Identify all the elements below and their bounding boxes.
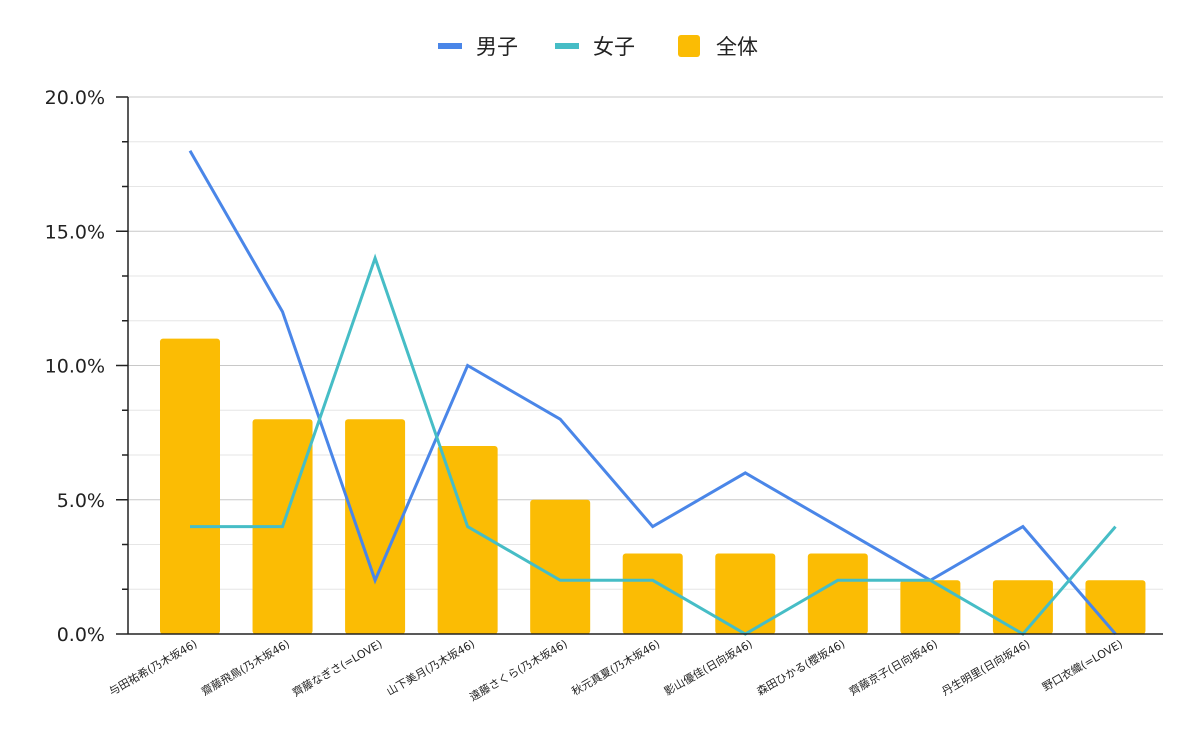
x-tick-label: 齊藤なぎさ(=LOVE): [290, 636, 385, 699]
y-tick-labels: 0.0% 5.0% 10.0% 15.0% 20.0%: [45, 87, 105, 646]
x-tick-label: 野口衣織(=LOVE): [1040, 636, 1125, 693]
x-tick-label: 丹生明里(日向坂46): [939, 636, 1032, 698]
legend-label: 女子: [593, 35, 635, 59]
x-tick-labels: 与田祐希(乃木坂46) 齋藤飛鳥(乃木坂46)齊藤なぎさ(=LOVE) 山下美月(乃…: [106, 636, 1125, 703]
x-tick-label: 遠藤さくら(乃木坂46): [467, 637, 569, 704]
bar: [900, 580, 961, 634]
bar: [807, 553, 868, 634]
y-tick-label: 15.0%: [45, 221, 105, 243]
bar: [160, 338, 220, 634]
x-tick-label: 齊藤京子(日向坂46): [847, 636, 940, 698]
bar: [1085, 580, 1146, 634]
x-tick-label: 森田ひかる(櫻坂46): [754, 636, 847, 698]
legend-item: 男子: [438, 35, 518, 59]
x-tick-label: 齋藤飛鳥(乃木坂46): [199, 636, 292, 698]
y-tick-label: 10.0%: [45, 356, 105, 378]
y-tick-label: 5.0%: [57, 490, 105, 512]
bar: [715, 553, 776, 634]
series-line: [190, 253, 1117, 636]
legend-label: 全体: [716, 35, 758, 59]
y-tick-label: 20.0%: [45, 87, 105, 109]
axes: [116, 96, 1163, 635]
legend-swatch: [678, 35, 700, 57]
y-tick-label: 0.0%: [57, 624, 105, 646]
legend-swatch: [555, 43, 579, 49]
legend-item: 全体: [678, 35, 758, 59]
x-tick-label: 与田祐希(乃木坂46): [106, 636, 199, 698]
series-line: [188, 149, 1117, 635]
bar: [345, 419, 406, 634]
legend: 男子 女子 全体: [438, 35, 758, 59]
legend-swatch: [438, 43, 462, 49]
legend-label: 男子: [476, 35, 518, 59]
legend-item: 女子: [555, 35, 635, 59]
bar: [530, 499, 591, 634]
line-series: [188, 149, 1117, 636]
x-tick-label: 影山優佳(日向坂46): [662, 636, 755, 698]
x-tick-label: 山下美月(乃木坂46): [384, 637, 477, 698]
bar: [992, 580, 1053, 634]
bar: [622, 553, 683, 634]
bar: [437, 446, 498, 634]
x-tick-label: 秋元真夏(乃木坂46): [569, 636, 662, 698]
